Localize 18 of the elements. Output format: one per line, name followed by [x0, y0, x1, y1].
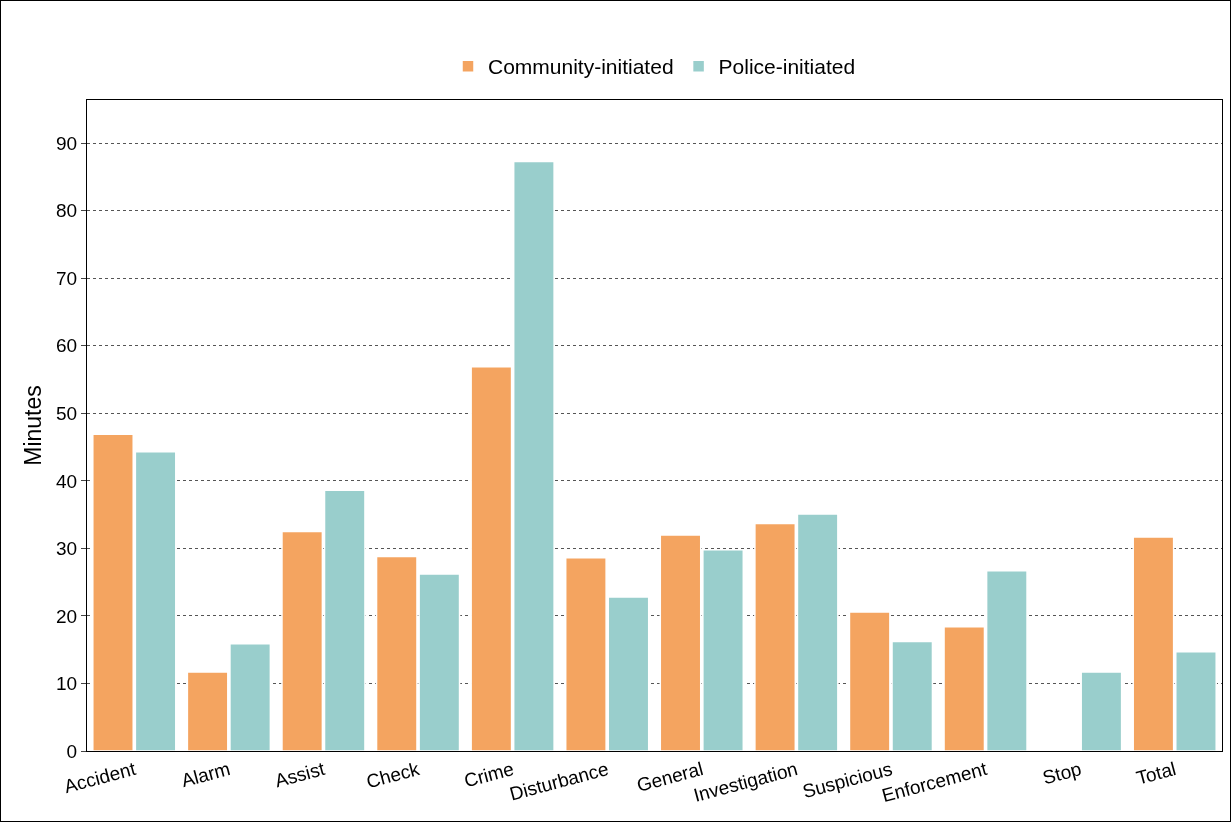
x-tick-label: Stop: [1040, 758, 1084, 789]
x-tick-label: Assist: [272, 757, 328, 792]
y-tick-label: 20: [56, 605, 78, 627]
y-tick-label: 60: [56, 335, 78, 357]
x-tick-label: Total: [1134, 758, 1179, 789]
y-tick-label: 80: [56, 200, 78, 222]
x-tick-label: Check: [364, 757, 423, 793]
x-tick-label: Alarm: [179, 758, 233, 792]
y-axis-title: Minutes: [19, 385, 46, 466]
y-tick-label: 50: [56, 402, 78, 424]
y-tick-label: 70: [56, 267, 78, 289]
y-tick-label: 40: [56, 470, 78, 492]
y-tick-label: 90: [56, 132, 78, 154]
legend-label: Police-initiated: [718, 55, 856, 79]
y-tick-label: 30: [56, 538, 78, 560]
y-tick-label: 10: [56, 673, 78, 695]
bar: [1080, 671, 1123, 751]
legend-label: Community-initiated: [488, 55, 674, 79]
